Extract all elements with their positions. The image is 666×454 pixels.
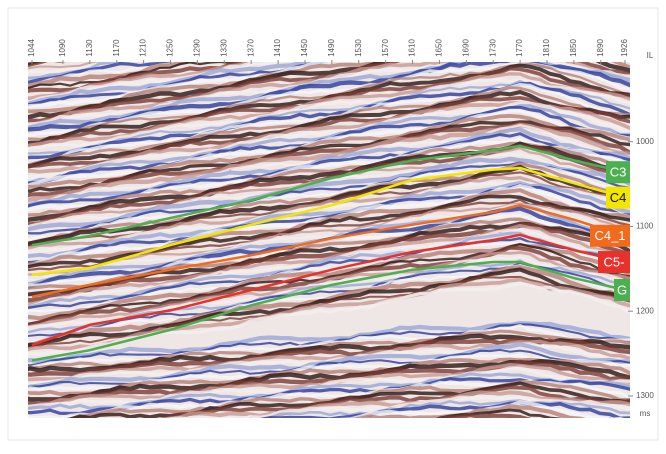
horizon-label: C4 <box>610 190 627 205</box>
texture-band <box>28 62 630 109</box>
x-tick-label: 1890 <box>596 39 605 57</box>
texture-band <box>28 132 630 208</box>
texture-band <box>28 194 630 269</box>
horizon-label: C4_1 <box>594 228 625 243</box>
texture-band <box>28 62 251 93</box>
texture-band <box>28 222 630 303</box>
texture-band <box>28 183 630 264</box>
texture-band <box>28 62 313 105</box>
x-tick-label: 1090 <box>58 39 67 57</box>
texture-band <box>28 281 630 357</box>
x-tick-label: 1250 <box>166 39 175 57</box>
horizon-label-box <box>598 251 630 274</box>
x-tick-label: 1450 <box>300 39 309 57</box>
texture-band <box>28 321 630 364</box>
y-tick-label: 1000 <box>636 137 654 146</box>
horizon-label-box <box>606 186 630 209</box>
x-axis-label: IL <box>647 51 654 60</box>
texture-band <box>352 404 612 418</box>
horizon-line <box>31 203 626 299</box>
texture-band <box>28 62 178 84</box>
texture-band <box>28 62 183 87</box>
texture-band <box>28 101 630 180</box>
horizon-label-box <box>590 224 630 247</box>
horizon-line <box>31 144 626 247</box>
texture-band <box>28 62 630 130</box>
horizon-line <box>31 260 626 362</box>
x-tick-label: 1330 <box>219 39 228 57</box>
texture-band <box>28 77 630 151</box>
horizon-label: C3 <box>610 165 627 180</box>
texture-band <box>28 66 630 148</box>
texture-band <box>28 62 630 127</box>
x-tick-label: 1926 <box>620 39 629 57</box>
x-tick-label: 1770 <box>515 39 524 57</box>
texture-band <box>76 385 630 418</box>
y-axis-label: ms <box>640 409 651 418</box>
texture-band <box>28 203 630 282</box>
texture-band <box>435 408 562 418</box>
x-tick-label: 1570 <box>381 39 390 57</box>
x-tick-label: 1170 <box>112 39 121 57</box>
texture-band <box>28 62 630 127</box>
texture-band <box>28 275 630 349</box>
x-tick-label: 1850 <box>569 39 578 57</box>
horizon-line <box>31 233 626 347</box>
x-tick-label: 1690 <box>461 39 470 57</box>
texture-band <box>166 394 630 418</box>
x-tick-label: 1410 <box>273 39 282 57</box>
texture-band <box>28 62 329 106</box>
x-tick-label: 1650 <box>435 39 444 57</box>
x-tick-label: 1044 <box>27 39 36 57</box>
texture-band <box>28 342 630 387</box>
y-tick-label: 1200 <box>636 306 654 315</box>
x-tick-label: 1290 <box>193 39 202 57</box>
horizon-line <box>31 166 626 277</box>
texture-band <box>28 108 630 188</box>
texture-band <box>28 251 630 328</box>
texture-band <box>158 390 630 418</box>
texture-band <box>28 323 630 369</box>
horizon-label: C5- <box>604 254 625 269</box>
texture-band <box>28 104 630 185</box>
texture-band <box>339 400 625 418</box>
texture-band <box>28 366 630 409</box>
horizon-label-box <box>614 279 630 302</box>
x-tick-label: 1530 <box>354 39 363 57</box>
texture-band <box>28 181 630 259</box>
x-tick-label: 1130 <box>85 39 94 57</box>
x-tick-label: 1610 <box>408 39 417 57</box>
y-tick-label: 1300 <box>636 391 654 400</box>
texture-band <box>28 62 630 120</box>
texture-band <box>28 267 630 348</box>
texture-band <box>28 265 630 348</box>
texture-band <box>28 127 630 208</box>
horizon-label-box <box>606 161 630 184</box>
texture-band <box>28 62 263 101</box>
texture-band <box>28 348 630 389</box>
texture-band <box>28 89 630 169</box>
texture-band <box>28 237 630 309</box>
y-tick-label: 1100 <box>636 222 654 231</box>
horizon-label: G <box>617 282 627 297</box>
x-tick-label: 1810 <box>542 39 551 57</box>
texture-band <box>28 156 630 232</box>
x-tick-label: 1730 <box>488 39 497 57</box>
texture-band <box>28 358 630 402</box>
texture-band <box>28 242 630 325</box>
x-tick-label: 1210 <box>139 39 148 57</box>
x-tick-label: 1370 <box>246 39 255 57</box>
horizons <box>31 144 626 362</box>
seismic-texture <box>28 62 630 418</box>
x-tick-label: 1490 <box>327 39 336 57</box>
